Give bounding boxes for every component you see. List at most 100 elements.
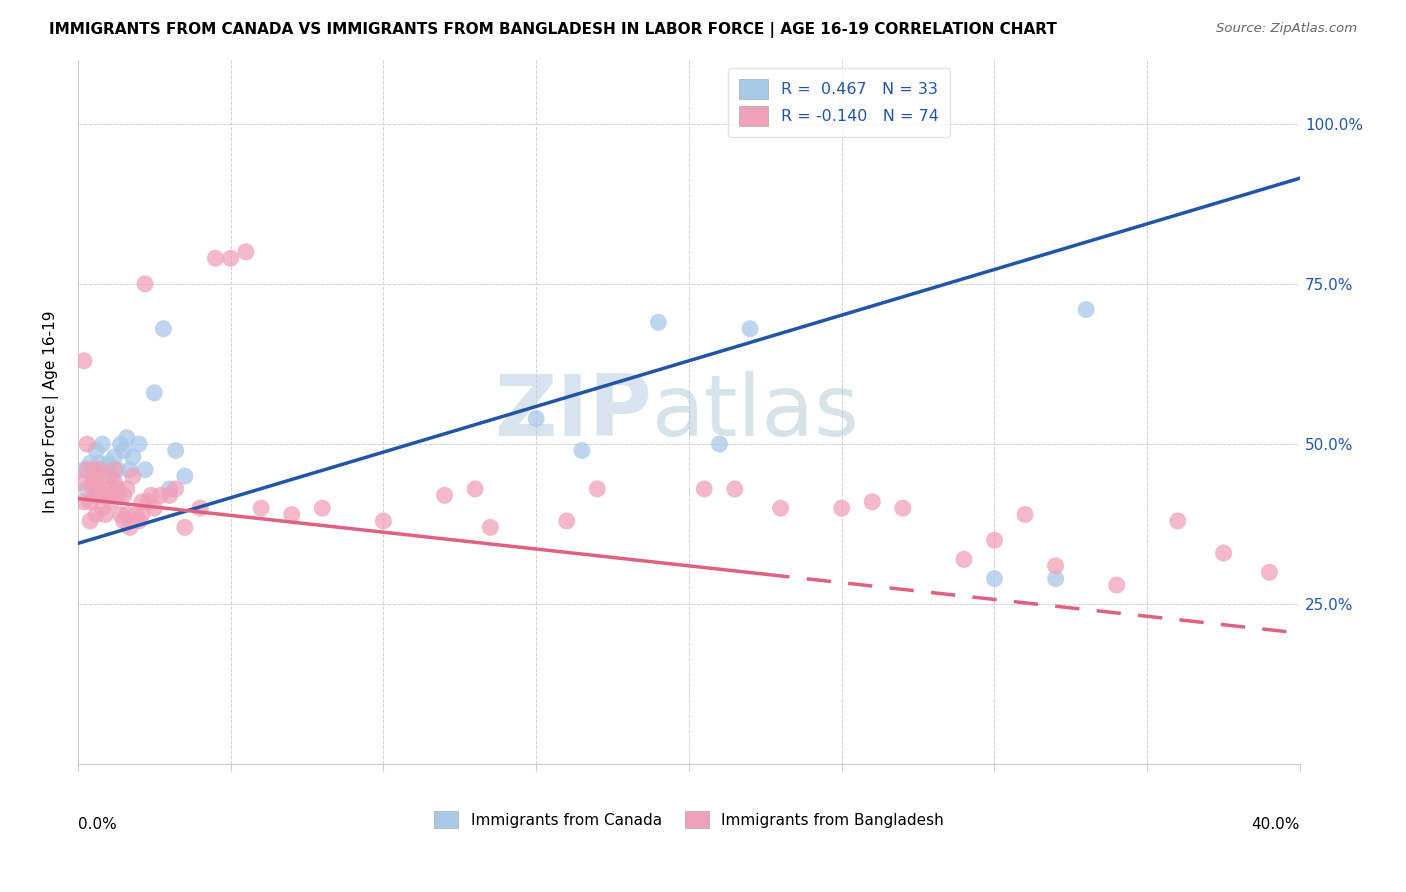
Point — [76, 463, 98, 477]
Point — [115, 482, 138, 496]
Point — [250, 501, 273, 516]
Point — [165, 443, 187, 458]
Point — [555, 514, 578, 528]
Point — [860, 495, 883, 509]
Point — [131, 508, 153, 522]
Point — [100, 488, 122, 502]
Point — [121, 450, 143, 464]
Legend: Immigrants from Canada, Immigrants from Bangladesh: Immigrants from Canada, Immigrants from … — [427, 805, 950, 834]
Point — [110, 437, 132, 451]
Point — [76, 437, 98, 451]
Point — [983, 533, 1005, 548]
Y-axis label: In Labor Force | Age 16-19: In Labor Force | Age 16-19 — [44, 310, 59, 513]
Point — [125, 508, 148, 522]
Point — [91, 501, 114, 516]
Point — [134, 277, 156, 291]
Point — [112, 443, 135, 458]
Text: atlas: atlas — [652, 370, 860, 453]
Point — [373, 514, 395, 528]
Point — [134, 463, 156, 477]
Point — [79, 514, 101, 528]
Point — [128, 437, 150, 451]
Text: ZIP: ZIP — [495, 370, 652, 453]
Point — [235, 244, 257, 259]
Point — [112, 514, 135, 528]
Point — [107, 463, 129, 477]
Point — [204, 252, 226, 266]
Point — [173, 469, 195, 483]
Text: Source: ZipAtlas.com: Source: ZipAtlas.com — [1216, 22, 1357, 36]
Point — [73, 353, 96, 368]
Point — [84, 475, 107, 490]
Point — [1167, 514, 1189, 528]
Text: IMMIGRANTS FROM CANADA VS IMMIGRANTS FROM BANGLADESH IN LABOR FORCE | AGE 16-19 : IMMIGRANTS FROM CANADA VS IMMIGRANTS FRO… — [49, 22, 1057, 38]
Point — [571, 443, 593, 458]
Point — [89, 456, 111, 470]
Point — [118, 520, 141, 534]
Point — [1212, 546, 1234, 560]
Point — [143, 501, 166, 516]
Point — [149, 488, 172, 502]
Point — [82, 482, 104, 496]
Point — [311, 501, 333, 516]
Point — [738, 322, 761, 336]
Point — [100, 469, 122, 483]
Point — [97, 456, 120, 470]
Point — [1076, 302, 1098, 317]
Point — [110, 508, 132, 522]
Point — [97, 482, 120, 496]
Point — [136, 495, 159, 509]
Point — [103, 463, 125, 477]
Point — [115, 508, 138, 522]
Point — [84, 508, 107, 522]
Point — [141, 488, 163, 502]
Point — [1045, 558, 1067, 573]
Point — [128, 514, 150, 528]
Point — [464, 482, 486, 496]
Point — [188, 501, 211, 516]
Point — [159, 488, 181, 502]
Point — [84, 443, 107, 458]
Point — [89, 463, 111, 477]
Point — [1105, 578, 1128, 592]
Point — [107, 482, 129, 496]
Point — [1014, 508, 1036, 522]
Point — [118, 463, 141, 477]
Point — [79, 495, 101, 509]
Point — [82, 475, 104, 490]
Point — [82, 469, 104, 483]
Point — [94, 463, 117, 477]
Point — [152, 322, 174, 336]
Point — [91, 488, 114, 502]
Point — [103, 475, 125, 490]
Point — [84, 469, 107, 483]
Point — [165, 482, 187, 496]
Point — [84, 488, 107, 502]
Point — [693, 482, 716, 496]
Point — [159, 482, 181, 496]
Point — [73, 463, 96, 477]
Point — [94, 488, 117, 502]
Point — [143, 385, 166, 400]
Point — [479, 520, 502, 534]
Point — [100, 495, 122, 509]
Point — [82, 463, 104, 477]
Point — [524, 411, 547, 425]
Point — [586, 482, 609, 496]
Point — [91, 437, 114, 451]
Point — [983, 572, 1005, 586]
Point — [73, 495, 96, 509]
Point — [281, 508, 304, 522]
Point — [891, 501, 914, 516]
Point — [107, 488, 129, 502]
Point — [131, 495, 153, 509]
Point — [173, 520, 195, 534]
Point — [97, 469, 120, 483]
Point — [112, 488, 135, 502]
Point — [82, 463, 104, 477]
Point — [724, 482, 747, 496]
Point — [103, 450, 125, 464]
Point — [76, 482, 98, 496]
Point — [647, 315, 669, 329]
Point — [94, 508, 117, 522]
